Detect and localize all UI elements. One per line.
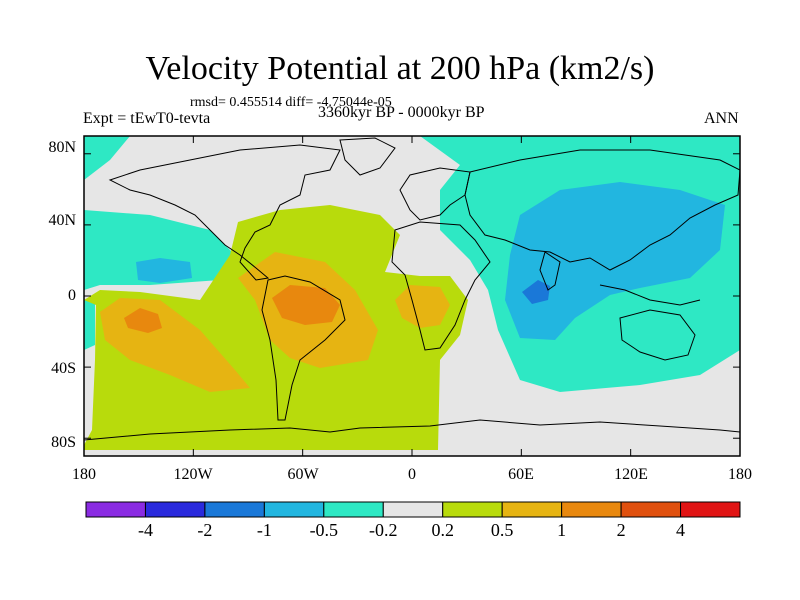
colorbar-label: 1	[557, 520, 567, 540]
contour-cyan-west	[84, 136, 130, 180]
contour-max-samerica	[272, 285, 340, 325]
experiment-label: Expt = tEwT0-tevta	[83, 110, 211, 127]
page-title: Velocity Potential at 200 hPa (km2/s)	[145, 50, 655, 87]
colorbar-swatch	[144, 501, 206, 518]
y-tick-label: 40N	[48, 212, 76, 229]
x-tick-label: 0	[408, 466, 416, 483]
contour-max-pacific	[124, 308, 162, 333]
contour-cyan-westpac	[84, 210, 232, 290]
colorbar-label: -0.2	[369, 520, 398, 540]
colorbar-swatch	[263, 501, 325, 518]
colorbar-label: -4	[137, 520, 153, 540]
coast-se-asia	[599, 284, 701, 306]
x-tick-label: 180	[728, 466, 752, 483]
coastlines	[84, 137, 740, 441]
coast-north-america	[108, 144, 341, 281]
coast-south-america	[261, 275, 346, 421]
coast-greenland	[339, 137, 396, 176]
colorbar	[85, 501, 741, 518]
coast-india	[539, 251, 561, 291]
axis-ticks	[83, 136, 741, 456]
colorbar-swatch	[501, 501, 563, 518]
colorbar-swatch	[442, 501, 503, 518]
coast-asia	[464, 149, 740, 271]
colorbar-swatch	[680, 501, 741, 518]
x-tick-label: 120E	[614, 466, 648, 483]
coast-australia	[619, 309, 696, 361]
contour-cyan-sw	[84, 300, 95, 350]
y-tick-label: 80S	[51, 434, 76, 451]
colorbar-label: -1	[256, 520, 272, 540]
colorbar-swatch	[85, 501, 146, 518]
colorbar-swatch	[323, 501, 384, 518]
period-label: 3360kyr BP - 0000kyr BP	[318, 104, 485, 121]
season-label: ANN	[704, 110, 739, 127]
y-tick-label: 80N	[48, 139, 76, 156]
y-tick-label: 40S	[51, 360, 76, 377]
stats-text: rmsd= 0.455514 diff= -4.75044e-05	[190, 95, 392, 110]
contour-orange-africa	[395, 285, 450, 328]
colorbar-label: -2	[197, 520, 213, 540]
contour-blue-westpac	[136, 258, 192, 283]
colorbar-label: -0.5	[309, 520, 339, 540]
colorbar-swatch	[204, 501, 265, 518]
colorbar-label: 4	[676, 520, 686, 540]
coast-europe	[399, 167, 471, 221]
y-tick-label: 0	[68, 287, 76, 304]
contour-field	[84, 136, 740, 456]
colorbar-label: 0.2	[431, 520, 454, 540]
x-tick-label: 60E	[508, 466, 534, 483]
contour-deep-blue	[522, 280, 550, 304]
colorbar-swatch	[561, 501, 622, 518]
contour-blue-asia	[505, 182, 725, 340]
x-tick-label: 60W	[287, 466, 319, 483]
x-tick-label: 180	[72, 466, 96, 483]
coast-africa	[391, 221, 491, 351]
coast-antarctica	[84, 419, 740, 441]
colorbar-label: 0.5	[490, 520, 514, 540]
colorbar-label: 2	[616, 520, 626, 540]
x-tick-label: 120W	[173, 466, 213, 483]
colorbar-swatch	[620, 501, 682, 518]
colorbar-swatch	[382, 501, 444, 518]
